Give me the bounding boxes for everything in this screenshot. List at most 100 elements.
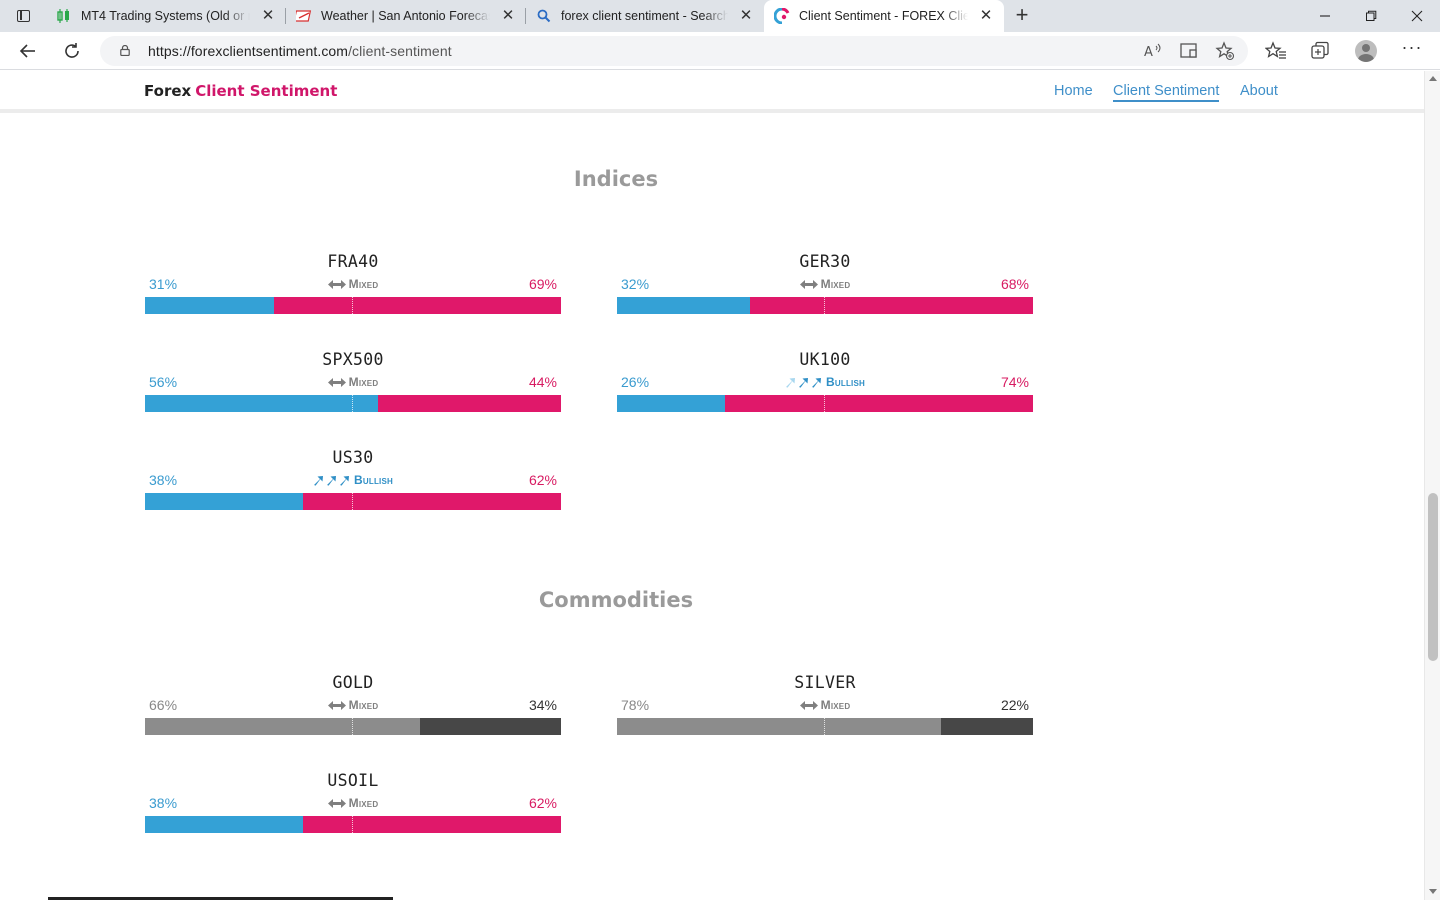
long-percent: 38%: [149, 795, 178, 811]
restore-button[interactable]: [1348, 0, 1394, 32]
sentiment-indicator: Mixed: [145, 796, 561, 810]
tab-title: Weather | San Antonio Forecast,: [321, 9, 490, 23]
close-window-button[interactable]: [1394, 0, 1440, 32]
long-bar-segment: [145, 718, 420, 735]
favorites-icon[interactable]: [1265, 40, 1287, 62]
short-bar-segment: [941, 718, 1033, 735]
sentiment-indicator: Mixed: [145, 375, 561, 389]
tab-title: forex client sentiment - Search: [561, 9, 728, 23]
sentiment-card-ger30[interactable]: GER30 32% 68% Mixed: [617, 252, 1033, 314]
tab-title: MT4 Trading Systems (Old or new: [81, 9, 250, 23]
site-brand-link[interactable]: Forex Client Sentiment: [144, 82, 337, 100]
profile-avatar[interactable]: [1355, 40, 1377, 62]
symbol-label: FRA40: [327, 252, 379, 271]
short-bar-segment: [750, 297, 1033, 314]
sentiment-indicator: Mixed: [145, 698, 561, 712]
back-button[interactable]: [13, 36, 43, 66]
sentiment-card-spx500[interactable]: SPX500 56% 44% Mixed: [145, 350, 561, 412]
sentiment-bar: [145, 816, 561, 833]
sentiment-label: Bullish: [826, 375, 865, 389]
close-tab-icon[interactable]: ✕: [739, 7, 753, 24]
midpoint-marker: [824, 297, 825, 314]
long-percent: 78%: [621, 697, 650, 713]
scrollbar-thumb[interactable]: [1428, 493, 1438, 661]
read-aloud-icon[interactable]: A: [1143, 41, 1163, 61]
sentiment-card-fra40[interactable]: FRA40 31% 69% Mixed: [145, 252, 561, 314]
collections-icon[interactable]: [1309, 40, 1331, 62]
close-window-icon: [1411, 10, 1423, 22]
site-logo-icon: [773, 7, 790, 25]
new-tab-button[interactable]: +: [1015, 2, 1029, 27]
close-tab-icon[interactable]: ✕: [501, 7, 515, 24]
minimize-button[interactable]: [1302, 0, 1348, 32]
long-bar-segment: [145, 493, 304, 510]
page-scrollbar[interactable]: [1424, 71, 1440, 900]
section-title-indices: Indices: [573, 167, 659, 191]
long-percent: 66%: [149, 697, 178, 713]
sentiment-bar: [617, 718, 1033, 735]
double-arrow-icon: [799, 701, 818, 710]
tab-title: Client Sentiment - FOREX Client S: [799, 9, 968, 23]
scroll-up-icon[interactable]: [1429, 76, 1437, 81]
sentiment-card-silver[interactable]: SILVER 78% 22% Mixed: [617, 673, 1033, 735]
sentiment-card-us30[interactable]: US30 38% 62% Bullish: [145, 448, 561, 510]
tab-weather[interactable]: Weather | San Antonio Forecast, ✕: [286, 0, 526, 32]
brand-part1: Forex: [144, 82, 192, 100]
short-percent: 69%: [528, 276, 557, 292]
short-bar-segment: [303, 493, 561, 510]
double-arrow-icon: [327, 701, 346, 710]
long-bar-segment: [617, 395, 726, 412]
long-bar-segment: [145, 816, 304, 833]
sentiment-card-uk100[interactable]: UK100 26% 74% Bullish: [617, 350, 1033, 412]
candlestick-icon: [56, 8, 72, 24]
tab-search[interactable]: forex client sentiment - Search ✕: [526, 0, 764, 32]
sentiment-bar: [145, 395, 561, 412]
symbol-label: USOIL: [327, 771, 379, 790]
sentiment-label: Mixed: [348, 796, 379, 810]
midpoint-marker: [352, 816, 353, 833]
sentiment-card-usoil[interactable]: USOIL 38% 62% Mixed: [145, 771, 561, 833]
close-tab-icon[interactable]: ✕: [979, 7, 993, 24]
sentiment-bar: [145, 297, 561, 314]
scroll-down-icon[interactable]: [1429, 889, 1437, 894]
refresh-button[interactable]: [57, 36, 87, 66]
sentiment-label: Mixed: [348, 277, 379, 291]
tab-actions-button[interactable]: [12, 6, 34, 26]
url-input[interactable]: https://forexclientsentiment.com/client-…: [100, 36, 1248, 66]
close-tab-icon[interactable]: ✕: [261, 7, 275, 24]
long-bar-segment: [617, 718, 942, 735]
symbol-label: GOLD: [332, 673, 374, 692]
short-percent: 34%: [528, 697, 557, 713]
address-bar: https://forexclientsentiment.com/client-…: [0, 32, 1440, 70]
midpoint-marker: [352, 493, 353, 510]
nav-home[interactable]: Home: [1054, 83, 1093, 99]
short-percent: 62%: [528, 472, 557, 488]
taskbar-edge: [48, 897, 393, 900]
sentiment-label: Mixed: [820, 698, 851, 712]
lock-icon: [120, 45, 130, 56]
nav-about[interactable]: About: [1240, 83, 1278, 99]
more-options-button[interactable]: ···: [1401, 37, 1423, 57]
tab-client-sentiment[interactable]: Client Sentiment - FOREX Client S ✕: [764, 0, 1004, 32]
short-percent: 74%: [1000, 374, 1029, 390]
short-bar-segment: [377, 395, 561, 412]
midpoint-marker: [824, 395, 825, 412]
add-favorite-icon[interactable]: [1215, 41, 1235, 61]
sentiment-indicator: Mixed: [617, 698, 1033, 712]
short-bar-segment: [725, 395, 1033, 412]
symbol-label: GER30: [799, 252, 851, 271]
tab-mt4[interactable]: MT4 Trading Systems (Old or new ✕: [46, 0, 286, 32]
sentiment-indicator: Mixed: [145, 277, 561, 291]
tab-separator: [285, 8, 286, 24]
nav-client-sentiment[interactable]: Client Sentiment: [1113, 83, 1220, 102]
sentiment-card-gold[interactable]: GOLD 66% 34% Mixed: [145, 673, 561, 735]
url-text: https://forexclientsentiment.com/client-…: [148, 43, 452, 59]
double-arrow-icon: [327, 280, 346, 289]
app-available-icon[interactable]: [1179, 41, 1199, 61]
section-title-commodities: Commodities: [538, 588, 694, 612]
short-percent: 22%: [1000, 697, 1029, 713]
bullish-arrows-icon: [786, 378, 822, 388]
long-percent: 31%: [149, 276, 178, 292]
sentiment-bar: [145, 493, 561, 510]
short-bar-segment: [273, 297, 561, 314]
